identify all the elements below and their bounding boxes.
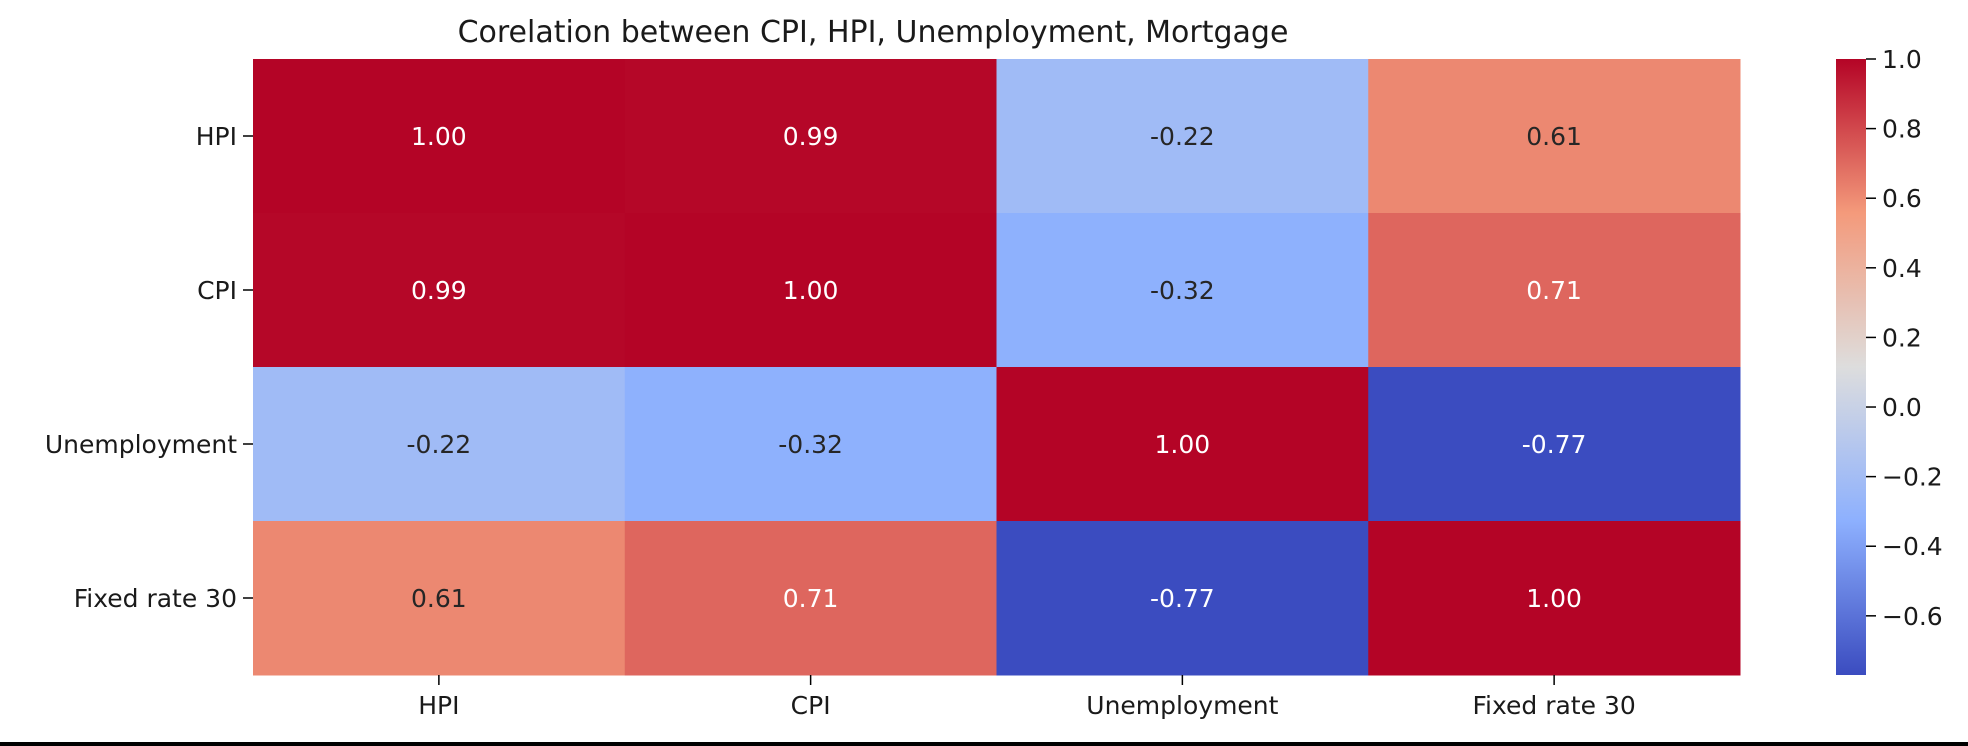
colorbar-gradient — [1836, 59, 1866, 675]
bottom-border — [0, 742, 1968, 746]
cell-annotation-r2-c3: -0.77 — [1522, 430, 1587, 459]
colorbar-tick-label-4: 0.2 — [1882, 323, 1922, 352]
colorbar-tick-label-8: −0.6 — [1882, 602, 1943, 631]
cell-annotation-r1-c0: 0.99 — [411, 276, 467, 305]
cell-annotation-r2-c0: -0.22 — [407, 430, 472, 459]
cell-annotation-r3-c1: 0.71 — [783, 584, 839, 613]
colorbar-tick-label-1: 0.8 — [1882, 115, 1922, 144]
x-axis: HPI CPI Unemployment Fixed rate 30 — [418, 675, 1636, 720]
heatmap-cell-r2-c3 — [1368, 367, 1741, 522]
x-tick-label-2: Unemployment — [1086, 691, 1278, 720]
heatmap-cell-r1-c1 — [624, 213, 997, 368]
cell-annotation-r3-c0: 0.61 — [411, 584, 467, 613]
x-tick-label-3: Fixed rate 30 — [1472, 691, 1635, 720]
heatmap-cell-r0-c3 — [1368, 59, 1741, 214]
x-tick-label-1: CPI — [791, 691, 831, 720]
cell-annotation-r0-c2: -0.22 — [1150, 122, 1215, 151]
heatmap-cell-r0-c0 — [253, 59, 626, 214]
y-tick-label-2: Unemployment — [45, 430, 237, 459]
y-axis: HPI CPI Unemployment Fixed rate 30 — [45, 122, 253, 613]
cell-annotation-r2-c2: 1.00 — [1155, 430, 1211, 459]
cell-annotation-r2-c1: -0.32 — [778, 430, 843, 459]
heatmap-cells: 1.00 0.99 -0.22 0.61 0.99 1.00 -0.32 0.71 -0.22 -… — [253, 59, 1741, 676]
colorbar-tick-label-2: 0.6 — [1882, 184, 1922, 213]
colorbar-tick-label-0: 1.0 — [1882, 45, 1922, 74]
colorbar-tick-label-6: −0.2 — [1882, 463, 1943, 492]
heatmap-cell-r1-c3 — [1368, 213, 1741, 368]
cell-annotation-r0-c3: 0.61 — [1526, 122, 1582, 151]
cell-annotation-r0-c1: 0.99 — [783, 122, 839, 151]
cell-annotation-r1-c1: 1.00 — [783, 276, 839, 305]
y-tick-label-0: HPI — [196, 122, 237, 151]
cell-annotation-r1-c2: -0.32 — [1150, 276, 1215, 305]
heatmap-cell-r3-c2 — [996, 521, 1369, 676]
cell-annotation-r3-c3: 1.00 — [1526, 584, 1582, 613]
heatmap-cell-r2-c2 — [996, 367, 1369, 522]
heatmap-cell-r2-c1 — [624, 367, 997, 522]
cell-annotation-r1-c3: 0.71 — [1526, 276, 1582, 305]
heatmap-cell-r2-c0 — [253, 367, 626, 522]
y-tick-label-3: Fixed rate 30 — [74, 584, 237, 613]
cell-annotation-r3-c2: -0.77 — [1150, 584, 1215, 613]
heatmap-cell-r0-c1 — [624, 59, 997, 214]
colorbar-tick-label-5: 0.0 — [1882, 393, 1922, 422]
y-tick-label-1: CPI — [197, 276, 237, 305]
heatmap-cell-r3-c0 — [253, 521, 626, 676]
colorbar-tick-label-7: −0.4 — [1882, 532, 1943, 561]
x-tick-label-0: HPI — [418, 691, 459, 720]
chart-title: Corelation between CPI, HPI, Unemploymen… — [458, 15, 1289, 50]
colorbar: 1.0 0.8 0.6 0.4 0.2 0.0 −0.2 −0.4 −0.6 — [1836, 45, 1943, 675]
heatmap-cell-r0-c2 — [996, 59, 1369, 214]
heatmap-cell-r1-c0 — [253, 213, 626, 368]
heatmap-cell-r1-c2 — [996, 213, 1369, 368]
heatmap-cell-r3-c3 — [1368, 521, 1741, 676]
cell-annotation-r0-c0: 1.00 — [411, 122, 467, 151]
colorbar-tick-label-3: 0.4 — [1882, 254, 1922, 283]
heatmap-cell-r3-c1 — [624, 521, 997, 676]
